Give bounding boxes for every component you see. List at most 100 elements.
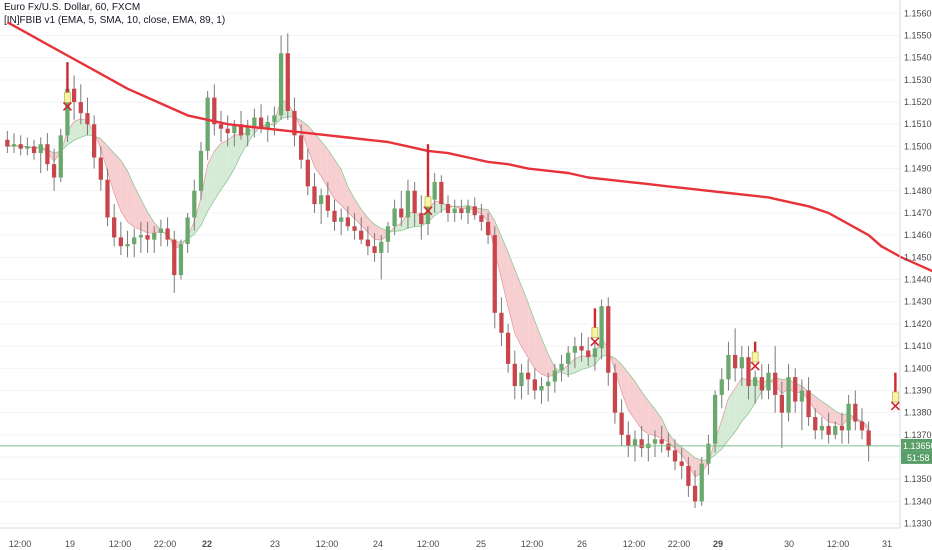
candle-body (826, 425, 831, 435)
candle-body (232, 124, 237, 134)
candle-body (552, 370, 557, 382)
signal-candle-highlight (64, 92, 71, 103)
candle-body (278, 53, 284, 116)
cloud-segment (207, 151, 215, 212)
cloud-segment (120, 160, 128, 223)
cloud-segment (815, 396, 822, 416)
candle-body (706, 443, 711, 464)
candle-body (132, 237, 137, 245)
candle-body (245, 126, 250, 136)
cloud-segment (200, 164, 208, 226)
price-tick-label: 1.15300 (904, 75, 932, 85)
candle-body (659, 439, 664, 444)
cloud-segment (661, 418, 669, 443)
price-tick-label: 1.13500 (904, 474, 932, 484)
price-tick-label: 1.14800 (904, 186, 932, 196)
cloud-segment (134, 185, 141, 230)
cloud-segment (67, 121, 75, 145)
candle-body (258, 117, 264, 129)
price-tick-label: 1.13800 (904, 408, 932, 418)
candle-body (859, 421, 865, 431)
candle-body (205, 97, 210, 151)
cloud-segment (441, 202, 449, 211)
time-tick-label: 12:00 (9, 539, 32, 549)
candle-body (786, 377, 791, 413)
candle-body (238, 124, 244, 136)
candle-body (38, 144, 43, 154)
price-tick-label: 1.14000 (904, 363, 932, 373)
cloud-segment (541, 338, 549, 377)
candle-body (71, 88, 77, 103)
candle-body (312, 186, 317, 205)
candle-body (385, 226, 391, 242)
cloud-segment (127, 171, 135, 228)
candle-body (51, 164, 57, 178)
cloud-segment (681, 447, 689, 465)
countdown-badge (901, 451, 932, 464)
candle-body (305, 159, 310, 187)
candle-body (572, 346, 578, 353)
cloud-segment (194, 197, 201, 235)
cloud-segment (434, 201, 442, 216)
cloud-segment (728, 388, 736, 441)
time-tick-label: 12:00 (316, 539, 339, 549)
cloud-segment (347, 186, 355, 219)
candle-body (165, 228, 170, 240)
price-tick-label: 1.14400 (904, 275, 932, 285)
candle-body (732, 354, 738, 369)
price-tick-label: 1.15400 (904, 53, 932, 63)
cloud-segment (361, 209, 368, 233)
candle-body (699, 463, 704, 502)
time-tick-label: 31 (882, 539, 892, 549)
cloud-segment (675, 441, 682, 455)
candle-body (806, 390, 811, 418)
price-tick-label: 1.14200 (904, 319, 932, 329)
slow-ma-line (7, 116, 869, 461)
cloud-segment (481, 208, 489, 222)
candle-body (465, 206, 471, 213)
sell-signal-cross (590, 337, 600, 347)
cloud-segment (147, 211, 155, 234)
cloud-segment (334, 159, 342, 206)
candle-body (619, 412, 624, 435)
candle-body (652, 439, 658, 444)
candle-body (719, 379, 724, 395)
cloud-segment (721, 398, 729, 450)
countdown-label: 51:58 (907, 453, 930, 463)
candle-body (766, 372, 771, 391)
cloud-segment (735, 377, 742, 432)
candle-body (519, 372, 524, 387)
candle-body (512, 363, 517, 387)
candle-body (265, 122, 270, 129)
candle-body (392, 208, 397, 227)
price-tick-label: 1.14300 (904, 297, 932, 307)
current-price-badge (901, 438, 932, 452)
sell-signal-cross (62, 101, 72, 112)
cloud-segment (307, 125, 315, 167)
candle-body (319, 195, 324, 205)
time-tick-label: 29 (713, 539, 723, 549)
price-tick-label: 1.14100 (904, 341, 932, 351)
candle-body (272, 115, 277, 123)
candle-body (365, 239, 371, 247)
current-price-label: 1.13650 (903, 441, 932, 451)
price-tick-label: 1.14900 (904, 164, 932, 174)
cloud-segment (648, 400, 655, 436)
candle-body (345, 217, 350, 227)
candle-body (606, 306, 611, 373)
time-tick-label: 12:00 (417, 539, 440, 549)
candle-body (145, 235, 150, 240)
cloud-segment (628, 372, 635, 420)
candle-body (78, 102, 83, 114)
candle-body (405, 190, 411, 218)
candle-body (419, 212, 424, 225)
sell-signal-cross (423, 206, 433, 216)
candle-body (252, 117, 257, 127)
price-tick-label: 1.14600 (904, 230, 932, 240)
cloud-segment (521, 285, 529, 358)
candle-body (479, 215, 484, 222)
cloud-segment (221, 140, 228, 190)
time-tick-label: 19 (65, 539, 75, 549)
cloud-segment (114, 153, 121, 212)
